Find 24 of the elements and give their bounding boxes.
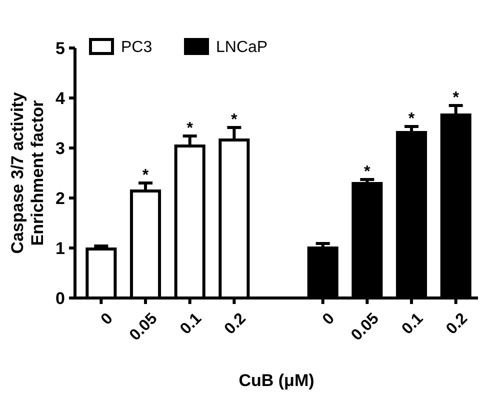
x-tick-label: 0	[320, 310, 338, 328]
y-tick-label: 5	[56, 39, 65, 58]
x-axis-title: CuB (μM)	[238, 371, 314, 390]
data-label: *	[142, 167, 150, 184]
x-tick-label: 0.1	[177, 310, 206, 338]
data-label: *	[231, 112, 238, 128]
data-label: *	[364, 164, 372, 180]
x-tick-label: 0.1	[398, 310, 427, 338]
y-tick-label: 0	[56, 289, 65, 308]
y-tick-label: 2	[56, 189, 65, 208]
legend-label: PC3	[121, 39, 152, 56]
x-tick-label: 0.2	[443, 310, 472, 338]
x-tick-label: 0.2	[222, 310, 250, 338]
y-axis-title: Caspase 3/7 activity Enrichment factor	[8, 92, 47, 254]
y-tick-label: 3	[56, 139, 65, 158]
legend-label: LNCaP	[216, 39, 268, 56]
data-label: *	[408, 110, 416, 128]
data-label: *	[452, 90, 460, 106]
y-tick-label: 4	[56, 89, 66, 108]
x-tick-label: 0	[98, 310, 116, 328]
x-tick-label: 0.05	[348, 310, 382, 344]
y-tick-label: 1	[56, 239, 65, 258]
data-label: *	[186, 120, 194, 137]
x-tick-label: 0.05	[126, 310, 161, 344]
